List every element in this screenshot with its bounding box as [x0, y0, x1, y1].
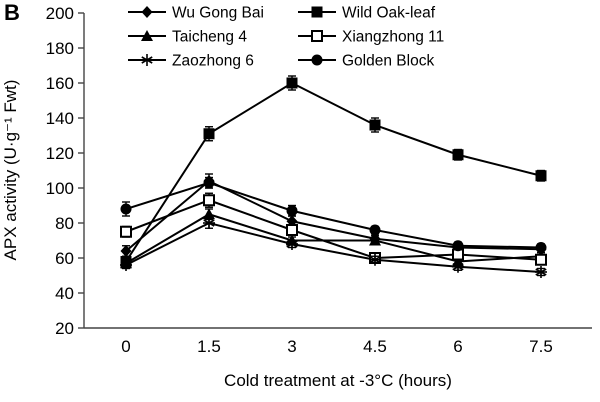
data-point-marker: [369, 253, 381, 266]
data-point-marker: [369, 224, 381, 236]
data-point-marker: [203, 217, 215, 229]
series-line-golden-block: [125, 181, 542, 249]
legend-label: Wild Oak-leaf: [342, 5, 436, 22]
legend-item-taicheng-4: Taicheng 4: [128, 29, 247, 46]
legend-label: Golden Block: [342, 53, 434, 70]
y-tick-label: 120: [46, 144, 74, 163]
x-tick-label: 0: [121, 337, 130, 356]
panel-label: B: [4, 0, 20, 25]
data-point-marker: [203, 128, 215, 140]
legend-item-zaozhong-6: Zaozhong 6: [128, 53, 254, 70]
series-points-zaozhong-6: [120, 217, 547, 278]
legend-label: Xiangzhong 11: [342, 29, 444, 46]
legend-item-wu-gong-bai: Wu Gong Bai: [128, 5, 264, 22]
legend-label: Taicheng 4: [172, 29, 247, 46]
data-point-marker: [286, 224, 298, 236]
y-tick-label: 100: [46, 179, 74, 198]
data-point-marker: [286, 77, 298, 89]
data-point-marker: [311, 54, 323, 66]
series-line-wu-gong-bai: [125, 179, 542, 252]
y-tick-label: 160: [46, 74, 74, 93]
data-point-marker: [535, 170, 547, 182]
data-point-marker: [311, 6, 323, 18]
legend-label: Wu Gong Bai: [172, 5, 264, 22]
data-point-marker: [141, 30, 153, 41]
series-line-xiangzhong-11: [125, 199, 542, 261]
data-point-marker: [535, 242, 547, 253]
data-point-marker: [535, 253, 547, 266]
series-line-taicheng-4: [125, 213, 542, 265]
data-point-marker: [311, 30, 323, 42]
x-tick-label: 3: [287, 337, 296, 356]
y-tick-label: 200: [46, 4, 74, 23]
data-point-marker: [535, 266, 547, 278]
y-tick-label: 60: [55, 249, 74, 268]
y-tick-label: 20: [55, 319, 74, 338]
data-point-marker: [120, 225, 132, 238]
y-tick-label: 140: [46, 109, 74, 128]
data-point-marker: [120, 245, 132, 257]
x-tick-label: 1.5: [197, 337, 221, 356]
data-point-marker: [120, 259, 132, 271]
data-point-marker: [203, 177, 215, 189]
x-axis-title: Cold treatment at -3°C (hours): [224, 371, 452, 390]
data-point-marker: [203, 208, 215, 220]
series-points-golden-block: [120, 176, 547, 253]
series-line-zaozhong-6: [125, 221, 542, 273]
y-tick-label: 80: [55, 214, 74, 233]
x-tick-label: 7.5: [529, 337, 553, 356]
series-points-wild-oak-leaf: [120, 75, 547, 268]
y-tick-label: 40: [55, 284, 74, 303]
legend-item-golden-block: Golden Block: [298, 53, 434, 70]
legend-item-wild-oak-leaf: Wild Oak-leaf: [298, 5, 436, 22]
data-point-marker: [452, 149, 464, 161]
data-point-marker: [369, 234, 381, 246]
y-axis-title: APX activity (U·g⁻¹ Fwt): [1, 80, 20, 261]
legend-item-xiangzhong-11: Xiangzhong 11: [298, 29, 444, 46]
legend-label: Zaozhong 6: [172, 53, 254, 70]
data-point-marker: [286, 205, 298, 217]
x-tick-label: 4.5: [363, 337, 387, 356]
data-point-marker: [203, 194, 215, 207]
data-point-marker: [141, 6, 153, 18]
data-point-marker: [286, 238, 298, 250]
y-tick-label: 180: [46, 39, 74, 58]
series-line-wild-oak-leaf: [125, 81, 542, 263]
data-point-marker: [452, 260, 464, 273]
data-point-marker: [120, 203, 132, 215]
x-tick-label: 6: [453, 337, 462, 356]
data-point-marker: [369, 119, 381, 131]
data-point-marker: [452, 240, 464, 252]
data-point-marker: [141, 54, 153, 66]
